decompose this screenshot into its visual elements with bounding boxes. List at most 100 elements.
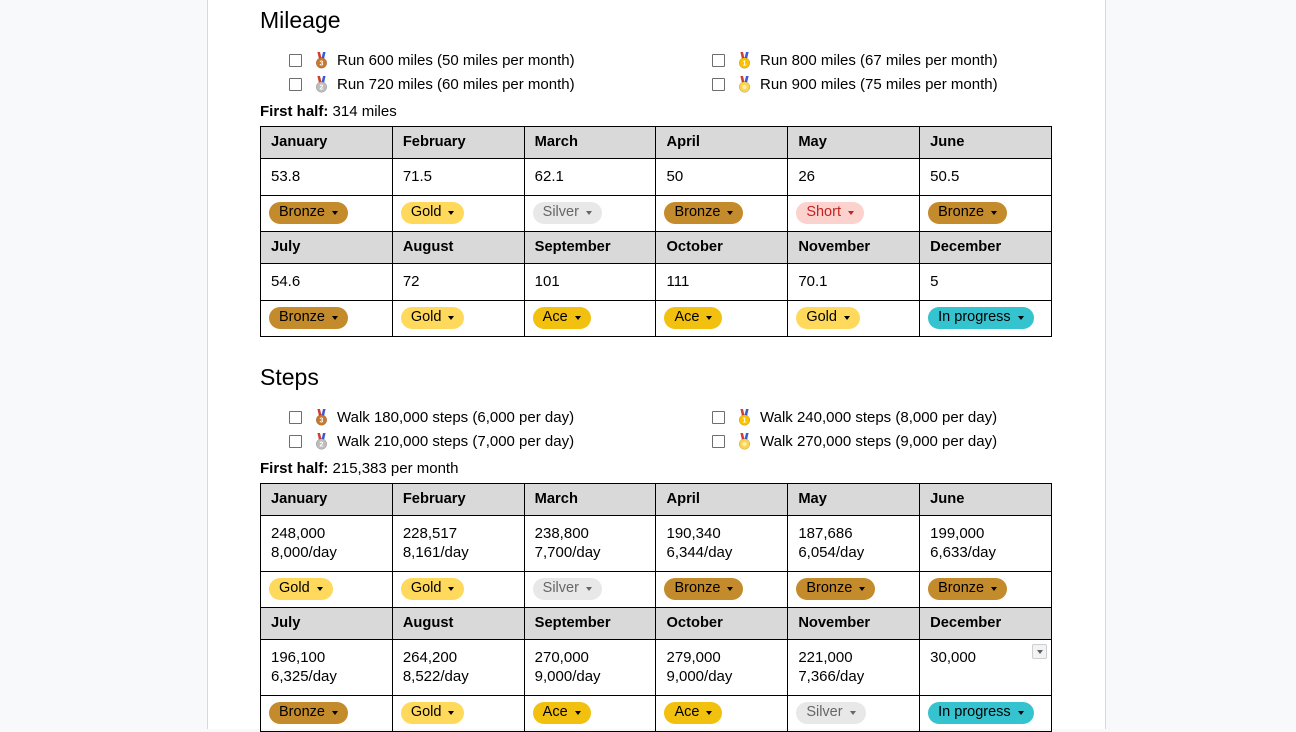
sports-medal-icon — [736, 432, 753, 450]
status-chip-label: In progress — [938, 704, 1011, 720]
value-cell[interactable]: 190,340 6,344/day — [655, 515, 789, 572]
value-cell[interactable]: 187,686 6,054/day — [787, 515, 921, 572]
value-cell[interactable]: 5 — [919, 263, 1052, 301]
status-chip-label: Bronze — [279, 704, 325, 720]
status-chip[interactable]: Bronze — [928, 578, 1008, 600]
status-chip[interactable]: Bronze — [269, 307, 348, 329]
chevron-down-icon — [991, 586, 998, 591]
value-cell[interactable]: 111 — [655, 263, 789, 301]
value-line: 6,054/day — [798, 544, 865, 561]
value-cell[interactable]: 53.8 — [260, 158, 393, 196]
value-cell[interactable]: 238,800 7,700/day — [523, 515, 657, 572]
status-chip-label: Gold — [806, 309, 837, 325]
value-line: 8,161/day — [402, 544, 469, 561]
status-chip[interactable]: Bronze — [796, 578, 876, 600]
value-cell[interactable]: 248,000 8,000/day — [260, 515, 393, 572]
value-cell[interactable]: 50.5 — [919, 158, 1052, 196]
badge-cell: Gold — [391, 571, 525, 608]
status-chip[interactable]: In progress — [928, 307, 1034, 329]
goal-item: 1 Run 800 miles (67 miles per month) — [712, 48, 998, 72]
goal-item: 2 Walk 210,000 steps (7,000 per day) — [289, 429, 712, 453]
value-cell[interactable]: 221,000 7,366/day — [787, 639, 921, 696]
status-chip[interactable]: Silver — [796, 702, 866, 724]
section-steps: Steps 3 Walk 180,000 steps (6,000 per day… — [260, 363, 1052, 732]
chevron-down-icon — [847, 210, 854, 215]
value-cell[interactable]: 54.6 — [260, 263, 393, 301]
month-header-cell: December — [919, 607, 1052, 640]
badge-cell: Bronze — [919, 571, 1052, 608]
goal-label: Run 600 miles (50 miles per month) — [337, 51, 575, 69]
bronze-medal-icon: 3 — [313, 51, 330, 69]
status-chip[interactable]: Ace — [532, 307, 591, 329]
value-cell[interactable]: 199,000 6,633/day — [919, 515, 1052, 572]
status-chip[interactable]: Short — [796, 202, 864, 224]
status-chip[interactable]: Ace — [664, 307, 723, 329]
value-line: 190,340 — [666, 525, 721, 542]
chevron-down-icon — [1017, 710, 1024, 715]
goal-checkbox[interactable] — [289, 53, 302, 67]
value-cell[interactable]: 72 — [391, 263, 525, 301]
value-line: 8,522/day — [402, 668, 469, 685]
goal-checkbox[interactable] — [712, 77, 725, 91]
goal-checkbox[interactable] — [289, 434, 302, 448]
value-line: 6,633/day — [930, 544, 997, 561]
section-mileage: Mileage 3 Run 600 miles (50 miles per mon… — [260, 6, 1052, 337]
goal-item: 3 Run 600 miles (50 miles per month) — [289, 48, 712, 72]
value-cell[interactable]: 26 — [787, 158, 921, 196]
value-cell[interactable]: 228,517 8,161/day — [391, 515, 525, 572]
goal-label: Walk 240,000 steps (8,000 per day) — [760, 408, 998, 426]
goal-checkbox[interactable] — [289, 77, 302, 91]
status-chip[interactable]: Bronze — [928, 202, 1008, 224]
cell-dropdown-button[interactable] — [1032, 644, 1047, 659]
status-chip[interactable]: Bronze — [269, 202, 348, 224]
status-chip[interactable]: Gold — [269, 578, 333, 600]
status-chip[interactable]: Silver — [532, 202, 602, 224]
value-cell[interactable]: 71.5 — [391, 158, 525, 196]
value-line: 26 — [798, 168, 815, 185]
status-chip-label: Short — [806, 204, 841, 220]
month-header-cell: September — [523, 231, 657, 264]
goal-column: 1 Walk 240,000 steps (8,000 per day) Walk … — [712, 405, 997, 453]
goal-checkbox[interactable] — [712, 410, 725, 424]
status-chip[interactable]: Silver — [532, 578, 602, 600]
badge-cell: Silver — [787, 695, 921, 732]
status-chip[interactable]: Ace — [532, 702, 591, 724]
status-chip[interactable]: Gold — [400, 202, 465, 224]
value-cell[interactable]: 196,100 6,325/day — [260, 639, 393, 696]
goal-item: 3 Walk 180,000 steps (6,000 per day) — [289, 405, 712, 429]
goal-label: Walk 180,000 steps (6,000 per day) — [337, 408, 575, 426]
badge-cell: Ace — [655, 695, 789, 732]
goal-column: 1 Run 800 miles (67 miles per month) Run 9… — [712, 48, 998, 96]
value-line: 9,000/day — [534, 668, 601, 685]
status-chip[interactable]: Bronze — [664, 202, 744, 224]
value-cell[interactable]: 30,000 — [919, 639, 1052, 696]
chevron-down-icon — [843, 315, 850, 320]
status-chip[interactable]: Gold — [400, 702, 465, 724]
value-cell[interactable]: 50 — [655, 158, 789, 196]
month-header-cell: July — [260, 607, 393, 640]
status-chip[interactable]: Bronze — [664, 578, 744, 600]
chevron-down-icon — [991, 210, 998, 215]
goal-checkbox[interactable] — [712, 434, 725, 448]
status-chip[interactable]: Gold — [796, 307, 860, 329]
status-chip[interactable]: In progress — [928, 702, 1034, 724]
badge-cell: Gold — [260, 571, 393, 608]
value-cell[interactable]: 62.1 — [523, 158, 657, 196]
value-row: 248,000 8,000/day 228,517 8,161/day 238,800 7… — [260, 515, 1052, 572]
silver-medal-icon: 2 — [313, 75, 330, 93]
value-cell[interactable]: 70.1 — [787, 263, 921, 301]
badge-cell: Ace — [523, 300, 657, 337]
status-chip[interactable]: Ace — [664, 702, 723, 724]
goal-checkbox[interactable] — [712, 53, 725, 67]
status-chip[interactable]: Gold — [400, 307, 465, 329]
value-cell[interactable]: 101 — [523, 263, 657, 301]
first-half-value: 314 miles — [332, 103, 397, 120]
value-cell[interactable]: 264,200 8,522/day — [391, 639, 525, 696]
value-cell[interactable]: 279,000 9,000/day — [655, 639, 789, 696]
goal-checkbox[interactable] — [289, 410, 302, 424]
value-line: 6,325/day — [271, 668, 337, 685]
value-cell[interactable]: 270,000 9,000/day — [523, 639, 657, 696]
status-chip-label: Gold — [410, 204, 442, 220]
status-chip[interactable]: Gold — [400, 578, 465, 600]
status-chip[interactable]: Bronze — [269, 702, 348, 724]
